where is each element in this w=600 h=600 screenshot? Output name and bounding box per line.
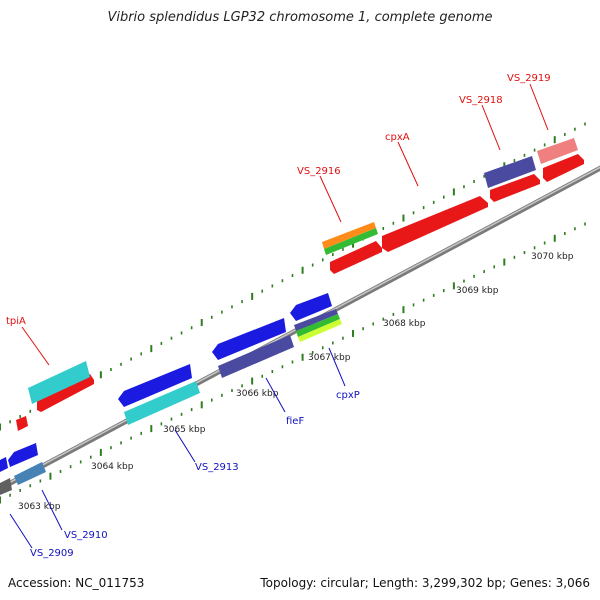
tick-label: 3068 kbp [383, 319, 426, 329]
leader-line-VS_2909 [9, 513, 33, 549]
gene-label-tpiA: tpiA [6, 316, 26, 327]
gene-block-cpxP-dark [294, 309, 338, 331]
gene-block-VS_2916-green [324, 228, 378, 255]
tick-label: 3063 kbp [18, 502, 61, 512]
gene-block-VS_2916-cds [330, 241, 382, 274]
reverse-gene-labels: VS_2909 VS_2910 VS_2913 fieF cpxP [9, 347, 360, 559]
gene-block-VS_2913-cds [124, 381, 200, 425]
gene-block-cpxP-green [296, 314, 340, 337]
gene-label-VS_2909: VS_2909 [30, 548, 74, 559]
gene-label-VS_2913: VS_2913 [195, 462, 239, 473]
gene-block-small-red [16, 416, 28, 431]
leader-line-VS_2916 [319, 175, 342, 223]
forward-features [16, 138, 584, 431]
gene-block-cpxA-cds [382, 196, 488, 252]
leader-line-fieF [265, 377, 286, 413]
tick-label: 3070 kbp [531, 252, 574, 262]
gene-block-tpiA-cds [37, 374, 94, 412]
leader-line-VS_2919 [529, 83, 549, 131]
gene-block-VS_2919-cds [543, 154, 584, 182]
leader-line-cpxA [397, 141, 419, 187]
leader-line-cpxP [328, 347, 346, 387]
leader-line-VS_2913 [174, 429, 196, 463]
leader-line-tpiA [21, 326, 50, 366]
tick-labels: 3063 kbp 3064 kbp 3065 kbp 3066 kbp 3067… [18, 252, 574, 512]
forward-gene-labels: tpiA VS_2916 cpxA VS_2918 VS_2919 [6, 73, 551, 366]
reverse-features [0, 293, 342, 495]
gene-block-VS_2913-gene [118, 364, 192, 407]
gene-block-VS_2919-gene [537, 138, 578, 164]
gene-block-VS_2910-gene [8, 443, 38, 467]
accession-text: Accession: NC_011753 [8, 576, 145, 590]
gene-block-VS_2909-gene [0, 457, 8, 472]
gene-block-fieF-gene [212, 318, 286, 360]
tick-label: 3065 kbp [163, 425, 206, 435]
leader-line-VS_2918 [481, 104, 501, 151]
gene-block-cpxP-gene [290, 293, 332, 321]
gene-label-VS_2918: VS_2918 [459, 95, 503, 106]
gene-label-VS_2919: VS_2919 [507, 73, 551, 84]
gene-block-cpxP-lime [298, 319, 342, 342]
gene-label-VS_2916: VS_2916 [297, 166, 341, 177]
gene-label-cpxA: cpxA [385, 132, 410, 143]
gene-block-tpiA-gene [28, 361, 90, 404]
leader-line-VS_2910 [41, 489, 63, 531]
gene-block-VS_2916-orange [322, 222, 376, 249]
gene-block-leftmost-gray [0, 478, 12, 495]
tick-label: 3066 kbp [236, 389, 279, 399]
gene-block-VS_2918-cds [490, 174, 540, 202]
topology-summary: Topology: circular; Length: 3,299,302 bp… [260, 576, 590, 590]
page-title: Vibrio splendidus LGP32 chromosome 1, co… [107, 10, 493, 25]
gene-label-VS_2910: VS_2910 [64, 530, 108, 541]
gene-label-fieF: fieF [286, 416, 304, 427]
tick-label: 3067 kbp [308, 353, 351, 363]
gene-block-fieF-cds [218, 335, 294, 378]
tick-label: 3064 kbp [91, 462, 134, 472]
gene-label-cpxP: cpxP [336, 390, 360, 401]
gene-block-VS_2910-cds [14, 462, 46, 485]
tick-label: 3069 kbp [456, 286, 499, 296]
gene-block-VS_2918-gene [484, 156, 536, 188]
